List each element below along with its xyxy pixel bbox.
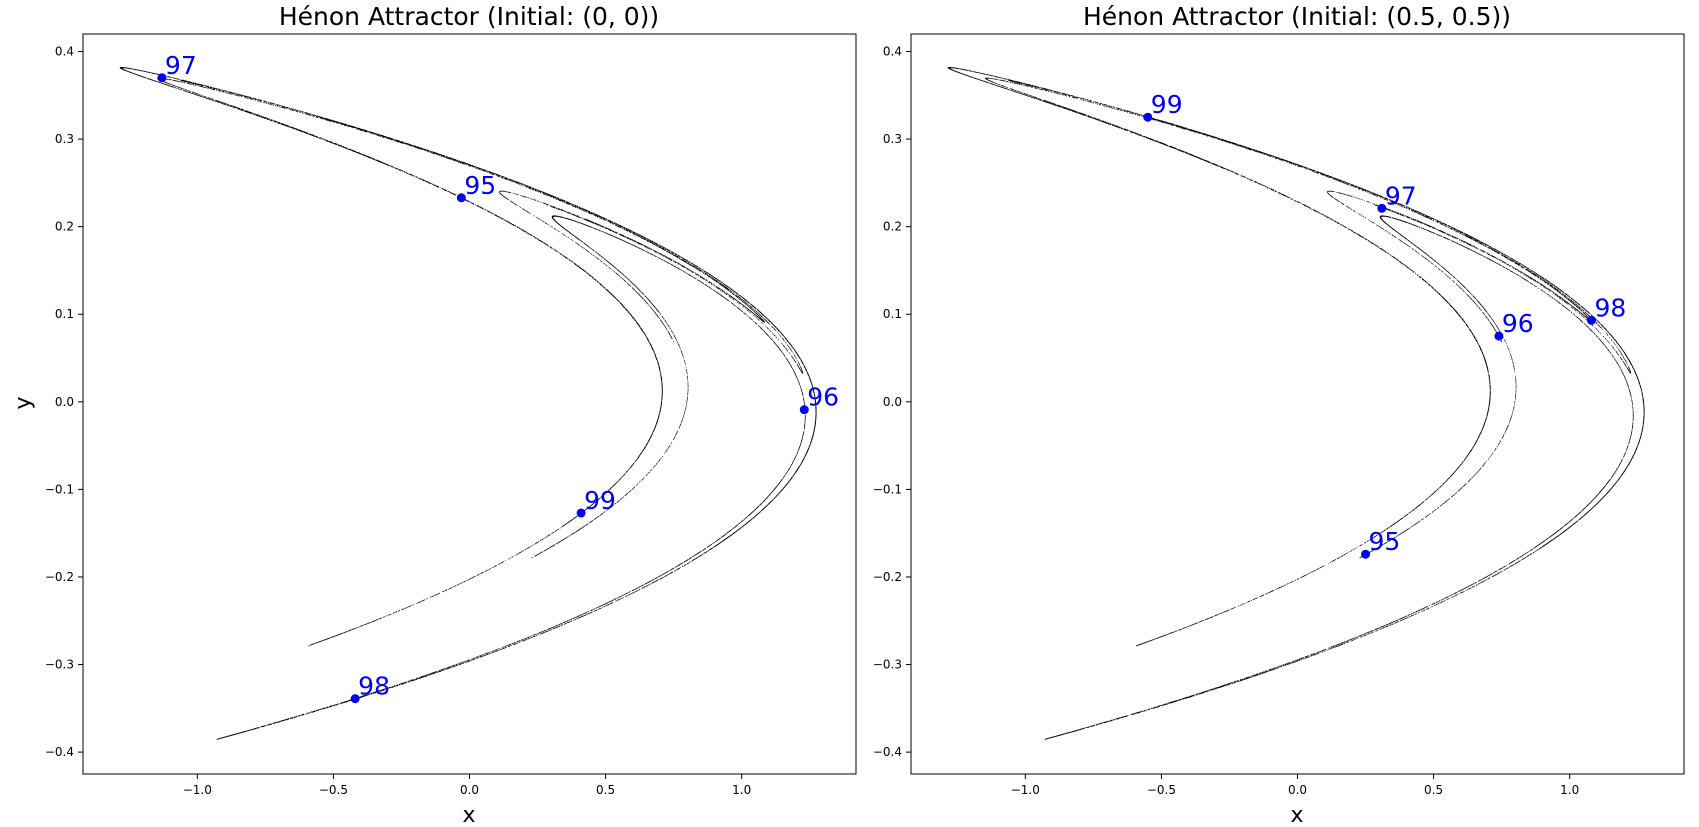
y-tick-label: 0.4	[883, 45, 902, 59]
y-axis-right: −0.4 −0.3 −0.2 −0.1 0.0 0.1 0.2 0.3 0.4	[873, 45, 911, 759]
attractor-right	[947, 67, 1645, 740]
chart-panel-left: Hénon Attractor (Initial: (0, 0)) −1.0 −0…	[11, 2, 857, 827]
y-tick-label: −0.3	[45, 658, 74, 672]
y-tick-label: 0.2	[55, 220, 74, 234]
y-tick-label: −0.2	[873, 570, 902, 584]
x-tick-label: 1.0	[1560, 783, 1579, 797]
x-tick-label: −0.5	[1147, 783, 1176, 797]
x-tick-label: 1.0	[732, 783, 751, 797]
y-tick-label: −0.4	[45, 745, 74, 759]
point-label-97: 97	[1385, 181, 1417, 210]
x-tick-label: −0.5	[319, 783, 348, 797]
chart-title-left: Hénon Attractor (Initial: (0, 0))	[279, 2, 659, 31]
y-tick-label: 0.0	[883, 395, 902, 409]
x-axis-label-right: x	[1290, 803, 1303, 827]
point-label-99: 99	[584, 486, 616, 515]
y-tick-label: −0.4	[873, 745, 902, 759]
x-tick-label: −1.0	[1011, 783, 1040, 797]
attractor-orbit	[119, 67, 817, 740]
y-tick-label: 0.0	[55, 395, 74, 409]
point-marker-98	[1586, 315, 1596, 325]
x-tick-label: −1.0	[183, 783, 212, 797]
y-tick-label: 0.3	[55, 132, 74, 146]
point-label-96: 96	[1502, 309, 1534, 338]
y-tick-label: 0.4	[55, 45, 74, 59]
point-marker-96	[1494, 331, 1504, 341]
y-tick-label: −0.3	[873, 658, 902, 672]
x-tick-label: 0.0	[1288, 783, 1307, 797]
plot-frame-left	[82, 33, 857, 775]
x-axis-right: −1.0 −0.5 0.0 0.5 1.0	[1011, 774, 1579, 797]
y-tick-label: −0.1	[45, 482, 74, 496]
y-axis-label-left: y	[11, 396, 36, 409]
point-marker-97	[157, 73, 167, 83]
plot-frame-right	[910, 33, 1685, 775]
x-tick-label: 0.0	[460, 783, 479, 797]
x-axis-left: −1.0 −0.5 0.0 0.5 1.0	[183, 774, 751, 797]
point-label-98: 98	[358, 672, 390, 701]
highlight-points-right: 95 96 97 98 99	[1143, 90, 1626, 559]
point-label-97: 97	[165, 51, 197, 80]
y-tick-label: 0.1	[883, 307, 902, 321]
point-marker-98	[350, 694, 360, 704]
point-marker-97	[1377, 203, 1387, 213]
point-marker-95	[456, 193, 466, 203]
point-marker-99	[576, 508, 586, 518]
y-tick-label: −0.2	[45, 570, 74, 584]
y-tick-label: 0.3	[883, 132, 902, 146]
y-axis-left: −0.4 −0.3 −0.2 −0.1 0.0 0.1 0.2 0.3 0.4	[45, 45, 83, 759]
x-tick-label: 0.5	[596, 783, 615, 797]
y-tick-label: −0.1	[873, 482, 902, 496]
x-axis-label-left: x	[462, 803, 475, 827]
point-marker-95	[1361, 549, 1371, 559]
point-marker-99	[1143, 112, 1153, 122]
point-label-96: 96	[807, 383, 839, 412]
point-marker-96	[799, 405, 809, 415]
highlight-points-left: 95 96 97 98 99	[157, 51, 839, 704]
attractor-orbit	[947, 67, 1645, 740]
chart-title-right: Hénon Attractor (Initial: (0.5, 0.5))	[1083, 2, 1511, 31]
point-label-99: 99	[1151, 90, 1183, 119]
point-label-98: 98	[1594, 293, 1626, 322]
attractor-left	[119, 67, 817, 740]
y-tick-label: 0.2	[883, 220, 902, 234]
x-tick-label: 0.5	[1424, 783, 1443, 797]
y-tick-label: 0.1	[55, 307, 74, 321]
point-label-95: 95	[464, 171, 496, 200]
point-label-95: 95	[1369, 527, 1401, 556]
chart-panel-right: Hénon Attractor (Initial: (0.5, 0.5)) −1…	[873, 2, 1685, 827]
